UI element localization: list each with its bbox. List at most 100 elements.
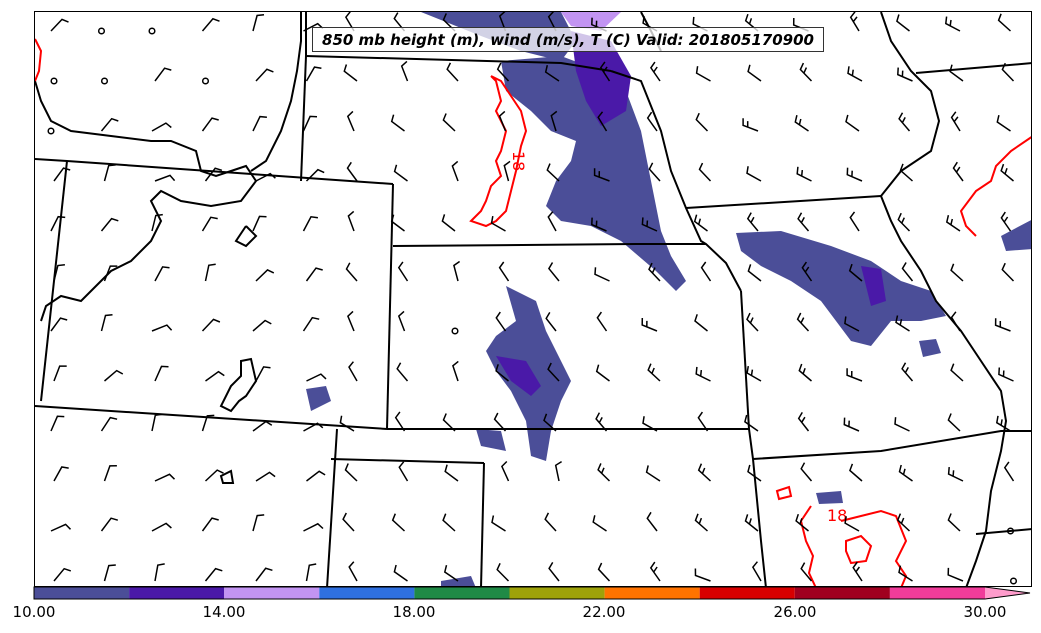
wind-barb — [744, 514, 759, 532]
wind-barb — [205, 370, 225, 382]
border-kansas-east — [740, 290, 750, 430]
border-arkansas-south — [975, 528, 1031, 535]
wind-barb — [303, 522, 324, 532]
wind-barb — [204, 167, 223, 182]
wind-barb — [751, 561, 762, 582]
wind-barb — [201, 318, 221, 332]
wind-barb — [997, 13, 1012, 32]
wind-barb — [852, 561, 863, 582]
colorbar-tick-label: 18.00 — [392, 603, 436, 621]
wind-barb — [443, 565, 459, 582]
colorbar-bin — [889, 587, 985, 599]
wind-barb — [944, 16, 961, 32]
wind-barb — [947, 567, 964, 582]
wind-barb — [695, 112, 709, 132]
wind-barb — [393, 164, 408, 182]
wind-barb — [595, 364, 610, 382]
wind-barb — [495, 311, 507, 332]
wind-barb — [252, 514, 265, 532]
wind-barb — [103, 564, 116, 582]
wind-barb — [845, 114, 860, 132]
wind-barb — [796, 312, 810, 332]
border-colorado-east — [386, 183, 394, 430]
wind-barb — [599, 61, 611, 82]
wind-barb — [649, 561, 661, 582]
wind-barb — [596, 311, 608, 332]
wind-barb — [346, 161, 358, 182]
wind-barb — [453, 260, 461, 282]
wind-barb — [393, 564, 408, 582]
wind-barb — [844, 516, 860, 532]
wind-barb — [303, 22, 324, 32]
wind-barb — [501, 460, 510, 482]
wind-barb — [1001, 262, 1015, 282]
wind-barb — [154, 67, 172, 82]
calm-wind-marker — [1009, 577, 1018, 585]
wind-barb — [344, 463, 358, 482]
wind-barb — [543, 413, 557, 432]
wind-barb — [496, 62, 510, 82]
wind-barb — [446, 62, 459, 82]
wind-barb — [949, 64, 964, 82]
border-nebraska-west — [300, 55, 307, 182]
wind-barb — [303, 422, 324, 432]
wind-barb — [597, 463, 611, 482]
wind-barb — [255, 366, 271, 382]
wind-barb — [996, 115, 1011, 132]
wind-barb — [797, 412, 810, 432]
wind-barb — [339, 415, 355, 432]
wind-barb — [1000, 163, 1014, 182]
wind-barb — [252, 420, 273, 432]
wind-barb — [442, 413, 456, 432]
wind-barb — [646, 111, 658, 132]
shaded-light-patch — [561, 12, 621, 31]
wind-barb — [947, 467, 964, 482]
wind-barb — [302, 215, 318, 232]
wind-barb — [894, 417, 910, 432]
wind-barb — [648, 262, 661, 282]
border-iowa-south — [685, 195, 882, 209]
wind-barb — [400, 60, 409, 82]
wind-barb — [204, 567, 223, 582]
wind-barb — [397, 261, 409, 282]
wind-barb — [697, 463, 712, 482]
colorbar-bin — [509, 587, 605, 599]
colorbar-tick-label: 30.00 — [963, 603, 1007, 621]
colorbar-bin — [319, 587, 415, 599]
wind-barb — [698, 162, 712, 182]
wind-barb — [547, 12, 557, 32]
wind-barb — [642, 416, 658, 432]
wind-barb — [491, 515, 506, 532]
wind-barb — [742, 118, 759, 132]
colorbar-bin — [129, 587, 225, 599]
wind-barb — [151, 213, 163, 232]
wind-barb — [252, 319, 272, 332]
colorbar-outline — [33, 586, 1031, 600]
border-mississippi — [879, 12, 1008, 586]
calm-wind-marker — [1006, 527, 1015, 535]
shaded-region-arkansas-small — [919, 339, 941, 357]
shaded-core-nebraska — [571, 31, 631, 126]
wind-barb — [302, 316, 320, 332]
wind-barb — [391, 513, 406, 532]
wind-barb — [746, 365, 762, 382]
wind-barb — [846, 368, 863, 382]
wind-barb — [901, 362, 914, 382]
wind-barb — [798, 363, 812, 382]
wind-barb — [255, 567, 273, 582]
wind-barb — [451, 160, 459, 182]
border-oklahoma-north2 — [330, 458, 485, 464]
wind-barb — [53, 466, 69, 482]
shaded-light-layer — [561, 12, 621, 31]
wind-barb — [498, 110, 507, 132]
wind-barb — [646, 511, 658, 532]
wind-barb — [897, 212, 911, 232]
station-marker-layer — [47, 27, 1018, 585]
wind-barb — [548, 562, 560, 582]
shaded-core-kansas — [496, 356, 541, 396]
colorbar-tick-label: 14.00 — [202, 603, 246, 621]
wind-barb — [746, 166, 762, 182]
wind-barb — [154, 473, 176, 482]
wind-barb — [503, 160, 511, 182]
wind-barb — [947, 513, 961, 532]
